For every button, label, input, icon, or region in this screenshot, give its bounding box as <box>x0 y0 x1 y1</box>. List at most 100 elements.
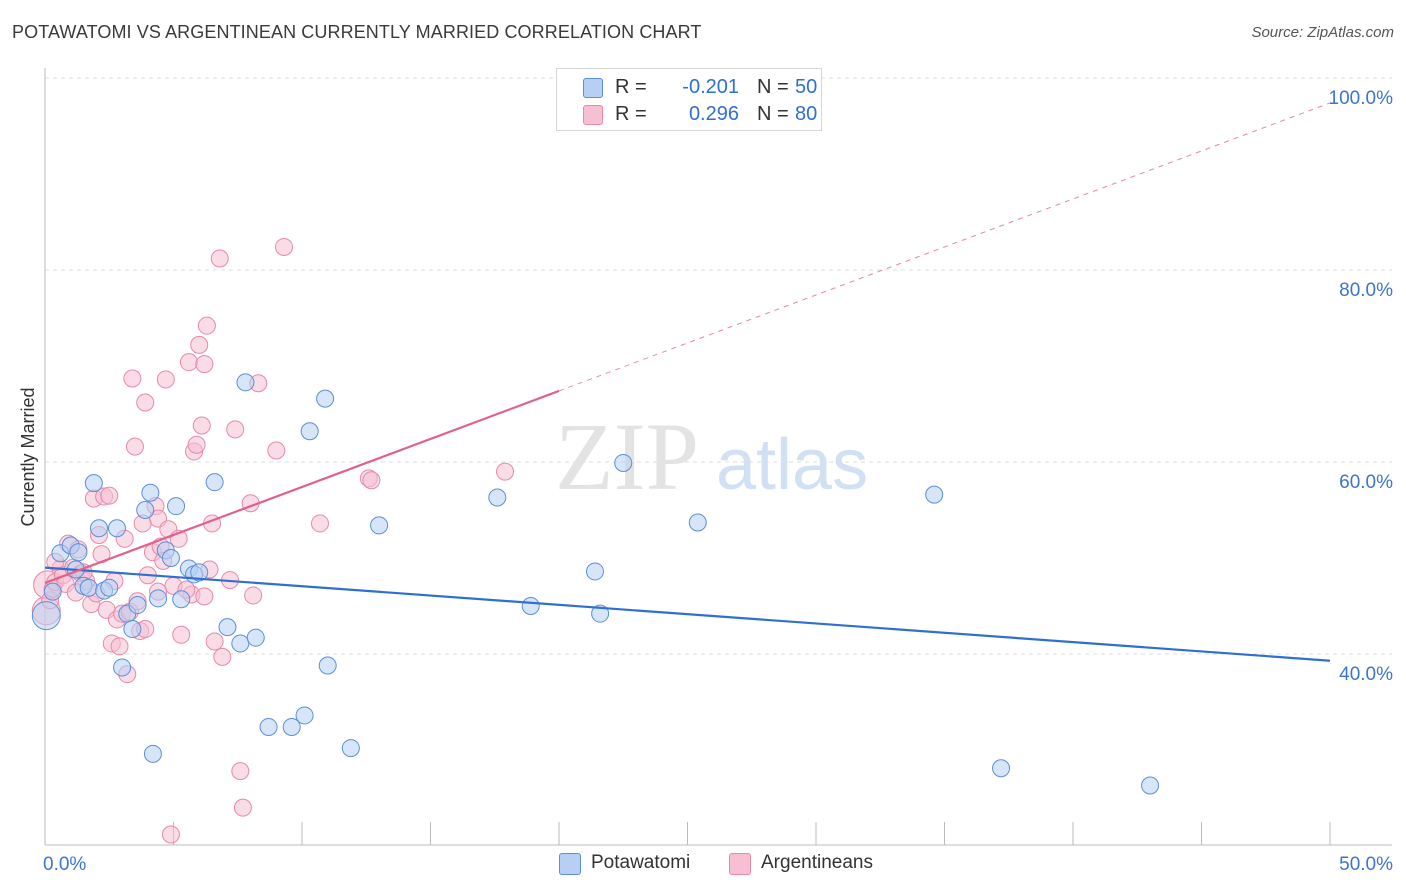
argentineans-point <box>310 514 329 533</box>
watermark: ZIP atlas <box>555 403 868 510</box>
y-tick-label: 80.0% <box>1339 280 1393 301</box>
watermark-atlas: atlas <box>716 425 868 505</box>
potawatomi-point <box>521 597 540 615</box>
potawatomi-point <box>231 634 250 653</box>
r-label: R = <box>615 103 647 125</box>
argentineans-point <box>161 825 180 844</box>
argentineans-point <box>195 355 214 374</box>
y-tick-label: 40.0% <box>1339 664 1393 685</box>
pink-swatch <box>729 853 751 875</box>
potawatomi-point <box>992 759 1011 778</box>
potawatomi-point <box>205 473 224 492</box>
potawatomi-point <box>107 519 126 538</box>
argentineans-point <box>231 762 250 781</box>
potawatomi-point <box>1141 776 1160 795</box>
potawatomi-point <box>925 485 944 504</box>
potawatomi-point <box>123 620 142 639</box>
argentineans-point <box>190 335 209 354</box>
n-value: 50 <box>795 76 818 98</box>
r-label: R = <box>615 76 647 98</box>
argentineans-point <box>125 437 144 456</box>
potawatomi-point <box>89 519 108 538</box>
potawatomi-point <box>341 739 360 758</box>
potawatomi-point <box>218 618 237 637</box>
y-tick-label: 100.0% <box>1329 88 1394 109</box>
potawatomi-point <box>318 656 337 675</box>
x-tick-label: 50.0% <box>1339 854 1393 875</box>
argentineans-point <box>187 435 206 454</box>
potawatomi-point <box>688 513 707 532</box>
argentineans-point <box>205 632 224 651</box>
potawatomi-point <box>161 549 180 567</box>
argentineans-point <box>244 586 263 605</box>
argentineans-point <box>210 249 229 268</box>
legend-label: Potawatomi <box>591 852 691 873</box>
argentineans-point <box>226 420 245 439</box>
y-tick-label: 60.0% <box>1339 472 1393 493</box>
argentineans-trend-extension <box>558 102 1331 392</box>
potawatomi-point <box>100 578 119 597</box>
n-label: N = <box>757 76 789 98</box>
potawatomi-point <box>79 578 98 597</box>
blue-swatch <box>583 78 603 98</box>
argentineans-points <box>31 237 515 844</box>
potawatomi-point <box>84 474 103 493</box>
argentineans-point <box>197 316 216 335</box>
argentineans-point <box>136 393 155 412</box>
r-value: -0.201 <box>682 76 739 98</box>
y-tick-labels: 40.0% 60.0% 80.0% 100.0% <box>1329 88 1394 685</box>
pink-swatch <box>583 105 603 125</box>
potawatomi-point <box>585 562 604 581</box>
potawatomi-points <box>31 373 1160 795</box>
y-axis-label: Currently Married <box>18 387 38 526</box>
potawatomi-point <box>236 373 255 392</box>
r-value: 0.296 <box>688 103 739 125</box>
potawatomi-point <box>149 589 168 608</box>
potawatomi-point <box>614 453 633 472</box>
potawatomi-point <box>143 744 162 763</box>
legend-label: Argentineans <box>761 852 873 873</box>
potawatomi-point <box>370 516 389 535</box>
potawatomi-point <box>141 483 160 502</box>
potawatomi-point <box>190 563 209 582</box>
potawatomi-point <box>259 717 278 736</box>
potawatomi-point <box>172 590 191 609</box>
argentineans-point <box>123 369 142 388</box>
argentineans-point <box>195 587 214 606</box>
n-value: 80 <box>795 103 818 125</box>
argentineans-point <box>213 647 232 666</box>
argentineans-point <box>233 798 252 817</box>
trend-lines <box>44 102 1331 662</box>
potawatomi-point <box>246 628 265 647</box>
source-label: Source: ZipAtlas.com <box>1251 24 1394 41</box>
n-label: N = <box>757 103 789 125</box>
argentineans-point <box>179 353 198 372</box>
potawatomi-point <box>128 596 147 615</box>
argentineans-point <box>362 471 381 490</box>
argentineans-point <box>275 237 294 256</box>
potawatomi-point <box>167 497 186 516</box>
potawatomi-point <box>488 488 507 507</box>
potawatomi-point <box>316 389 335 408</box>
potawatomi-point <box>591 604 610 623</box>
potawatomi-point <box>113 658 132 677</box>
chart-title: POTAWATOMI VS ARGENTINEAN CURRENTLY MARR… <box>12 22 702 42</box>
argentineans-trend-line <box>44 389 560 584</box>
correlation-legend: R = -0.201 N = 50 R = 0.296 N = 80 <box>556 68 822 131</box>
argentineans-point <box>267 441 286 460</box>
potawatomi-point <box>31 601 61 631</box>
argentineans-point <box>100 486 119 505</box>
x-tick-label: 0.0% <box>43 854 86 875</box>
potawatomi-point <box>300 422 319 441</box>
potawatomi-trend-line <box>44 566 1331 662</box>
potawatomi-point <box>43 582 62 601</box>
argentineans-point <box>192 416 211 435</box>
argentineans-point <box>172 625 191 644</box>
potawatomi-point <box>295 706 314 725</box>
blue-swatch <box>559 853 581 875</box>
potawatomi-point <box>69 543 88 562</box>
argentineans-point <box>496 462 515 481</box>
grid-lines <box>45 77 1392 655</box>
argentineans-point <box>110 637 129 656</box>
